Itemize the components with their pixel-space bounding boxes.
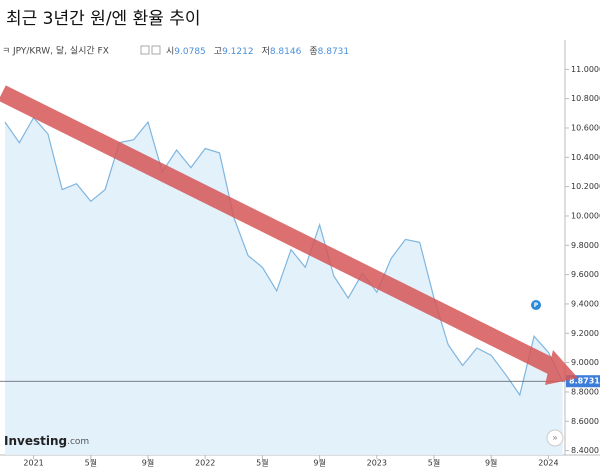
y-tick-label: 9.8000: [571, 241, 599, 250]
area: [5, 117, 563, 455]
y-tick-label: 10.2000: [571, 182, 600, 191]
symbol: ㅋ: [2, 47, 10, 57]
stat: 종8.8731: [309, 46, 349, 57]
scroll-button-icon: »: [552, 434, 558, 444]
y-tick-label: 8.8000: [571, 387, 599, 396]
stat: 고9.1212: [214, 47, 254, 57]
stat: 저8.8146: [262, 46, 302, 57]
x-tick-label: 5월: [428, 458, 440, 468]
stat-value: 8.8146: [270, 47, 302, 57]
scroll-button[interactable]: [546, 429, 564, 447]
arrow-shaft: [0, 85, 559, 376]
y-tick-label: 10.6000: [571, 123, 600, 132]
y-tick-label: 10.4000: [571, 153, 600, 162]
brand: Investing.com: [4, 434, 89, 448]
y-tick-label: 11.0000: [571, 65, 600, 74]
stat-value: 9.1212: [222, 47, 254, 57]
y-tick-label: 10.0000: [571, 211, 600, 220]
x-tick-label: 2021: [23, 459, 43, 468]
y-tick-label: 9.2000: [571, 329, 599, 338]
icon[interactable]: [140, 45, 150, 55]
y-tick-label: 9.6000: [571, 270, 599, 279]
x-tick-label: 2023: [367, 459, 387, 468]
brand-name: Investing: [4, 434, 67, 448]
y-tick-label: 9.0000: [571, 358, 599, 367]
x-tick-label: 9월: [485, 458, 497, 468]
y-tick-label: 8.4000: [571, 446, 599, 455]
marker-icon-text: P: [534, 302, 539, 309]
trend-arrow: [0, 85, 578, 385]
stat-label: 시: [166, 46, 174, 57]
x-tick-label: 2024: [538, 459, 558, 468]
chart-title: 최근 3년간 원/엔 환율 추이: [6, 9, 201, 29]
line: [4, 116, 564, 397]
x-tick-label: 9월: [313, 458, 325, 468]
stat: 시9.0785: [166, 46, 206, 57]
brand-suffix: .com: [67, 437, 89, 447]
stat-value: 9.0785: [174, 47, 206, 57]
x-tick-label: 5월: [256, 458, 268, 468]
y-tick-label: 8.6000: [571, 417, 599, 426]
icon[interactable]: [151, 45, 161, 55]
arrow-head: [545, 350, 578, 385]
y-tick-label: 10.8000: [571, 94, 600, 103]
marker-icon[interactable]: [531, 300, 541, 310]
plot: 8.4000 8.6000 8.8000 9.0000 9.2000 9.4000 9.60…: [0, 65, 600, 468]
x-tick-label: 9월: [142, 458, 154, 468]
stat-value: 8.8731: [318, 47, 350, 57]
last-price-label: 8.8731: [569, 377, 600, 386]
symbol-info: JPY/KRW, 달, 실시간 FX: [12, 45, 109, 57]
stat-label: 저: [262, 46, 270, 57]
stat-label: 고: [214, 47, 222, 57]
x-tick-label: 5월: [85, 458, 97, 468]
x-tick-label: 2022: [195, 459, 215, 468]
y-tick-label: 9.4000: [571, 299, 599, 308]
stats: 시9.0785 고9.1212 저8.8146 종8.8731: [166, 46, 349, 57]
stat-label: 종: [309, 46, 317, 57]
